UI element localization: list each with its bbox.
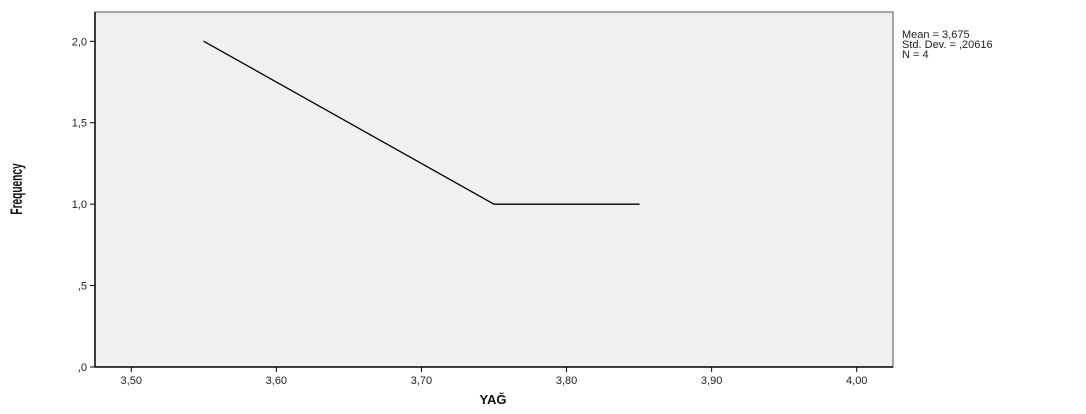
- data-point-0: [203, 40, 205, 42]
- y-tick-label-4: 2,0: [72, 36, 87, 48]
- x-tick-label-1: 3,60: [266, 375, 287, 387]
- x-tick-label-2: 3,70: [411, 375, 432, 387]
- series-layer: [203, 40, 640, 205]
- plot-area: [94, 11, 894, 368]
- stats-annotation-2: N = 4: [902, 49, 929, 61]
- x-axis-title: YAĞ: [480, 392, 507, 407]
- y-axis-title: Frequency: [6, 163, 25, 214]
- x-tick-label-0: 3,50: [121, 375, 142, 387]
- data-point-2: [638, 203, 640, 205]
- x-tick-label-4: 3,90: [701, 375, 722, 387]
- y-tick-label-0: ,0: [78, 362, 87, 374]
- x-tick-label-3: 3,80: [556, 375, 577, 387]
- x-tick-label-5: 4,00: [846, 375, 867, 387]
- data-point-1: [493, 203, 495, 205]
- y-tick-label-2: 1,0: [72, 199, 87, 211]
- y-tick-label-1: ,5: [78, 281, 87, 293]
- ticks-layer: 3,50 3,60 3,70 3,80 3,90 4,00 ,0 ,5 1,0 1,5 2,0: [72, 36, 868, 387]
- stats-annotation-0: Mean = 3,675: [902, 29, 970, 41]
- y-tick-label-3: 1,5: [72, 118, 87, 130]
- stats-annotation-1: Std. Dev. = ,20616: [902, 39, 993, 51]
